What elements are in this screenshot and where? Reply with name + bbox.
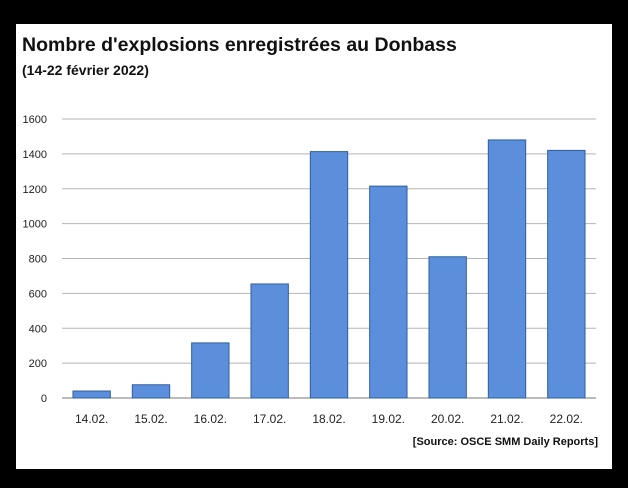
bar-20-02 bbox=[428, 256, 467, 399]
y-tick-label: 800 bbox=[29, 254, 47, 266]
bar-19-02 bbox=[369, 185, 408, 399]
source-note: [Source: OSCE SMM Daily Reports] bbox=[412, 436, 598, 448]
x-tick-label: 18.02. bbox=[312, 412, 345, 426]
bar-14-02 bbox=[72, 390, 111, 399]
x-tick-label: 15.02. bbox=[134, 412, 167, 426]
y-tick-label: 200 bbox=[29, 358, 47, 370]
x-tick-label: 21.02. bbox=[490, 412, 523, 426]
x-tick-label: 14.02. bbox=[75, 412, 108, 426]
y-tick-label: 0 bbox=[41, 393, 47, 405]
x-tick-labels: 14.02. 15.02. 16.02. 17.02. 18.02. 19.02. 20.0… bbox=[75, 412, 583, 426]
y-tick-label: 1200 bbox=[23, 184, 47, 196]
bar-22-02 bbox=[547, 149, 586, 399]
bars bbox=[72, 139, 586, 399]
y-tick-label: 1600 bbox=[23, 114, 47, 126]
x-tick-label: 22.02. bbox=[550, 412, 583, 426]
x-tick-label: 17.02. bbox=[253, 412, 286, 426]
bar-17-02 bbox=[250, 283, 289, 399]
y-tick-label: 1400 bbox=[23, 149, 47, 161]
y-tick-label: 1000 bbox=[23, 219, 47, 231]
y-tick-label: 400 bbox=[29, 323, 47, 335]
x-tick-label: 20.02. bbox=[431, 412, 464, 426]
bar-21-02 bbox=[487, 139, 527, 399]
x-tick-label: 16.02. bbox=[194, 412, 227, 426]
bar-18-02 bbox=[309, 151, 349, 399]
chart-subtitle: (14-22 février 2022) bbox=[22, 62, 149, 78]
bar-chart: 0 200 400 600 800 1000 1200 1400 1600 14.02. 15.0… bbox=[23, 114, 596, 426]
chart-panel: Nombre d'explosions enregistrées au Donb… bbox=[16, 24, 612, 469]
y-tick-label: 600 bbox=[29, 288, 47, 300]
bar-16-02 bbox=[191, 342, 230, 399]
x-tick-label: 19.02. bbox=[372, 412, 405, 426]
chart-title: Nombre d'explosions enregistrées au Donb… bbox=[22, 34, 457, 56]
y-tick-labels: 0 200 400 600 800 1000 1200 1400 1600 bbox=[23, 114, 47, 405]
bar-15-02 bbox=[131, 384, 171, 399]
